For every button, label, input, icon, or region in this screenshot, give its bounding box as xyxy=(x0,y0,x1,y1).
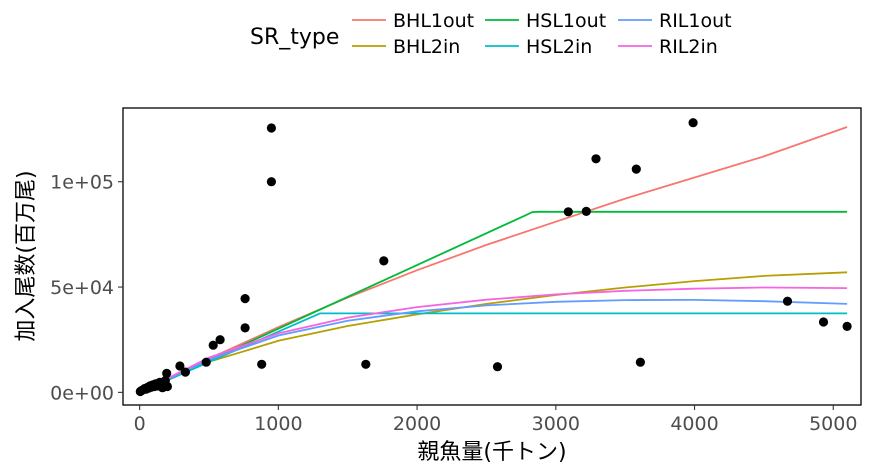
data-point xyxy=(215,335,225,345)
y-axis-title: 加入尾数(百万尾) xyxy=(14,170,39,341)
x-tick-label: 1000 xyxy=(254,413,302,435)
data-point xyxy=(257,359,267,369)
x-tick-label: 3000 xyxy=(532,413,580,435)
data-point xyxy=(635,357,646,367)
data-point xyxy=(631,164,641,174)
data-point xyxy=(591,154,601,164)
data-point xyxy=(581,206,591,216)
legend-label-hsl1out: HSL1out xyxy=(526,10,606,32)
legend-label-ril2in: RIL2in xyxy=(659,36,718,58)
data-point xyxy=(180,367,190,377)
data-point xyxy=(492,362,503,372)
plot-panel xyxy=(122,107,862,406)
data-point xyxy=(782,296,793,306)
legend: SR_type BHL1out BHL2in HSL1out HSL2in RIL1ou… xyxy=(250,10,732,58)
legend-label-bhl2in: BHL2in xyxy=(393,36,460,58)
x-axis-title: 親魚量(千トン) xyxy=(417,440,566,465)
data-point xyxy=(162,368,172,378)
data-point xyxy=(266,123,276,133)
data-point xyxy=(162,381,172,392)
data-point xyxy=(208,340,218,350)
fitted-curves xyxy=(139,126,848,394)
legend-label-bhl1out: BHL1out xyxy=(393,10,474,32)
x-tick-label: 4000 xyxy=(670,413,718,435)
y-tick-label: 1e+05 xyxy=(50,172,114,194)
y-tick-label: 5e+04 xyxy=(50,277,114,299)
y-axis: 0e+00 5e+04 1e+05 xyxy=(50,172,123,404)
curve-hsl1out xyxy=(139,210,848,394)
data-point xyxy=(361,359,371,369)
curve-ril2in xyxy=(139,286,848,394)
data-point xyxy=(379,256,389,266)
legend-label-hsl2in: HSL2in xyxy=(526,36,592,58)
x-tick-label: 0 xyxy=(134,413,146,435)
data-point xyxy=(563,207,573,217)
curve-bhl2in xyxy=(139,271,848,394)
legend-title: SR_type xyxy=(250,25,339,50)
data-point xyxy=(240,294,250,304)
data-point xyxy=(818,317,829,327)
legend-label-ril1out: RIL1out xyxy=(659,10,732,32)
curve-ril1out xyxy=(139,298,848,394)
curve-bhl1out xyxy=(139,126,848,394)
curve-hsl2in xyxy=(139,312,848,394)
x-axis: 0 1000 2000 3000 4000 5000 xyxy=(134,405,857,435)
data-point xyxy=(842,321,852,331)
data-point xyxy=(266,177,276,187)
data-point xyxy=(688,118,698,128)
y-tick-label: 0e+00 xyxy=(50,382,114,404)
data-point xyxy=(201,357,211,367)
data-point xyxy=(240,323,250,333)
x-tick-label: 5000 xyxy=(809,413,857,435)
x-tick-label: 2000 xyxy=(393,413,441,435)
observed-points xyxy=(135,118,852,397)
data-point xyxy=(175,361,185,371)
